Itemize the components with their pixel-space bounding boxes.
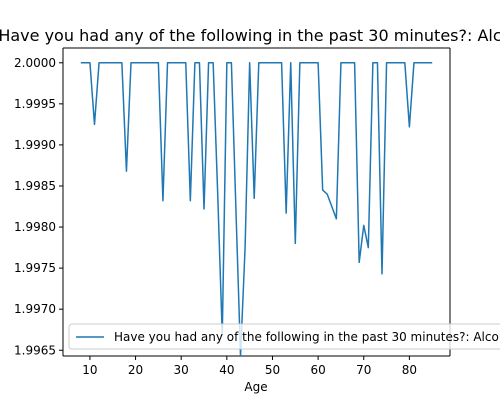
series-line <box>80 62 433 356</box>
x-tick-label: 10 <box>82 363 97 377</box>
x-tick-label: 50 <box>265 363 280 377</box>
y-axis-ticks: 1.9965 1.9970 1.9975 1.9980 1.9985 1.9990 1.99… <box>14 56 63 357</box>
legend-label: Have you had any of the following in the… <box>114 330 500 344</box>
plot-area <box>62 47 451 357</box>
y-tick-label: 1.9975 <box>14 261 56 275</box>
chart-title: Have you had any of the following in the… <box>0 26 500 45</box>
y-tick-label: 1.9980 <box>14 220 56 234</box>
x-axis-label: Age <box>244 380 267 394</box>
x-tick-label: 40 <box>219 363 234 377</box>
y-tick-label: 2.0000 <box>14 56 56 70</box>
series-layer <box>80 62 433 356</box>
y-tick-label: 1.9970 <box>14 302 56 316</box>
y-tick-label: 1.9995 <box>14 97 56 111</box>
x-tick-label: 20 <box>128 363 143 377</box>
x-tick-label: 70 <box>356 363 371 377</box>
legend-box <box>68 323 500 350</box>
x-tick-label: 60 <box>310 363 325 377</box>
y-tick-label: 1.9965 <box>14 343 56 357</box>
legend: Have you had any of the following in the… <box>68 323 500 350</box>
y-tick-label: 1.9990 <box>14 138 56 152</box>
x-tick-label: 80 <box>402 363 417 377</box>
x-axis-ticks: 10 20 30 40 50 60 70 80 <box>82 356 417 377</box>
x-tick-label: 30 <box>174 363 189 377</box>
y-tick-label: 1.9985 <box>14 179 56 193</box>
